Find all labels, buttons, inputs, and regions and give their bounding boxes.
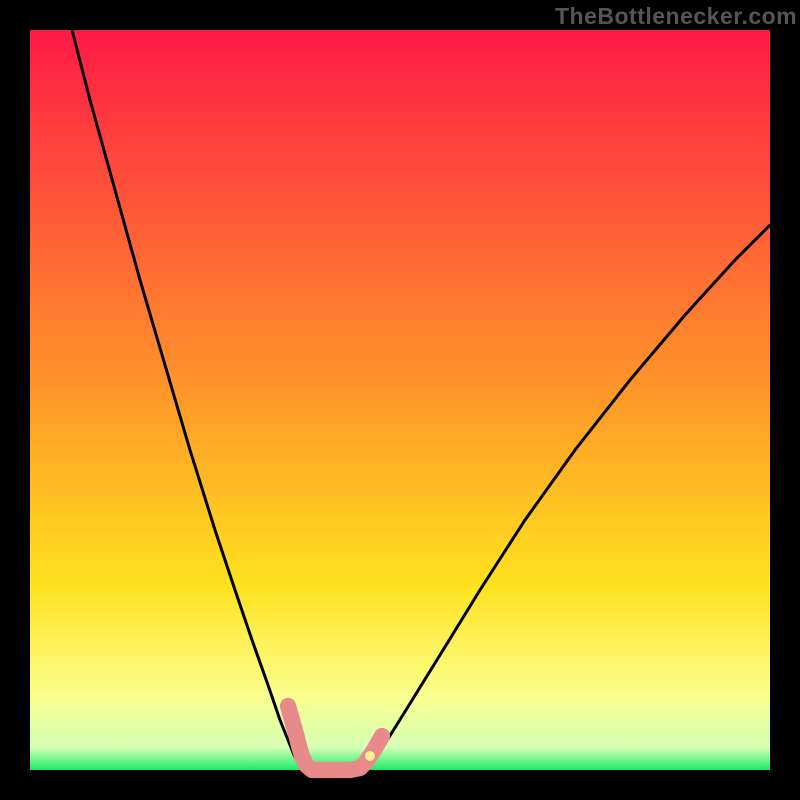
marker-dot xyxy=(320,765,330,775)
marker-dot xyxy=(377,731,387,741)
curve-layer xyxy=(30,30,770,770)
left-curve xyxy=(72,30,306,770)
marker-dot xyxy=(283,701,293,711)
chart-container: TheBottlenecker.com xyxy=(0,0,800,800)
marker-dot xyxy=(287,715,297,725)
right-curve xyxy=(360,225,770,770)
marker-dot xyxy=(333,765,343,775)
plot-area xyxy=(30,30,770,770)
watermark-text: TheBottlenecker.com xyxy=(555,3,797,30)
marker-dot xyxy=(297,751,307,761)
marker-dot xyxy=(307,765,317,775)
marker-dot xyxy=(294,741,304,751)
optimal-marker xyxy=(365,751,375,761)
marker-dot xyxy=(345,765,355,775)
marker-dot xyxy=(291,729,301,739)
